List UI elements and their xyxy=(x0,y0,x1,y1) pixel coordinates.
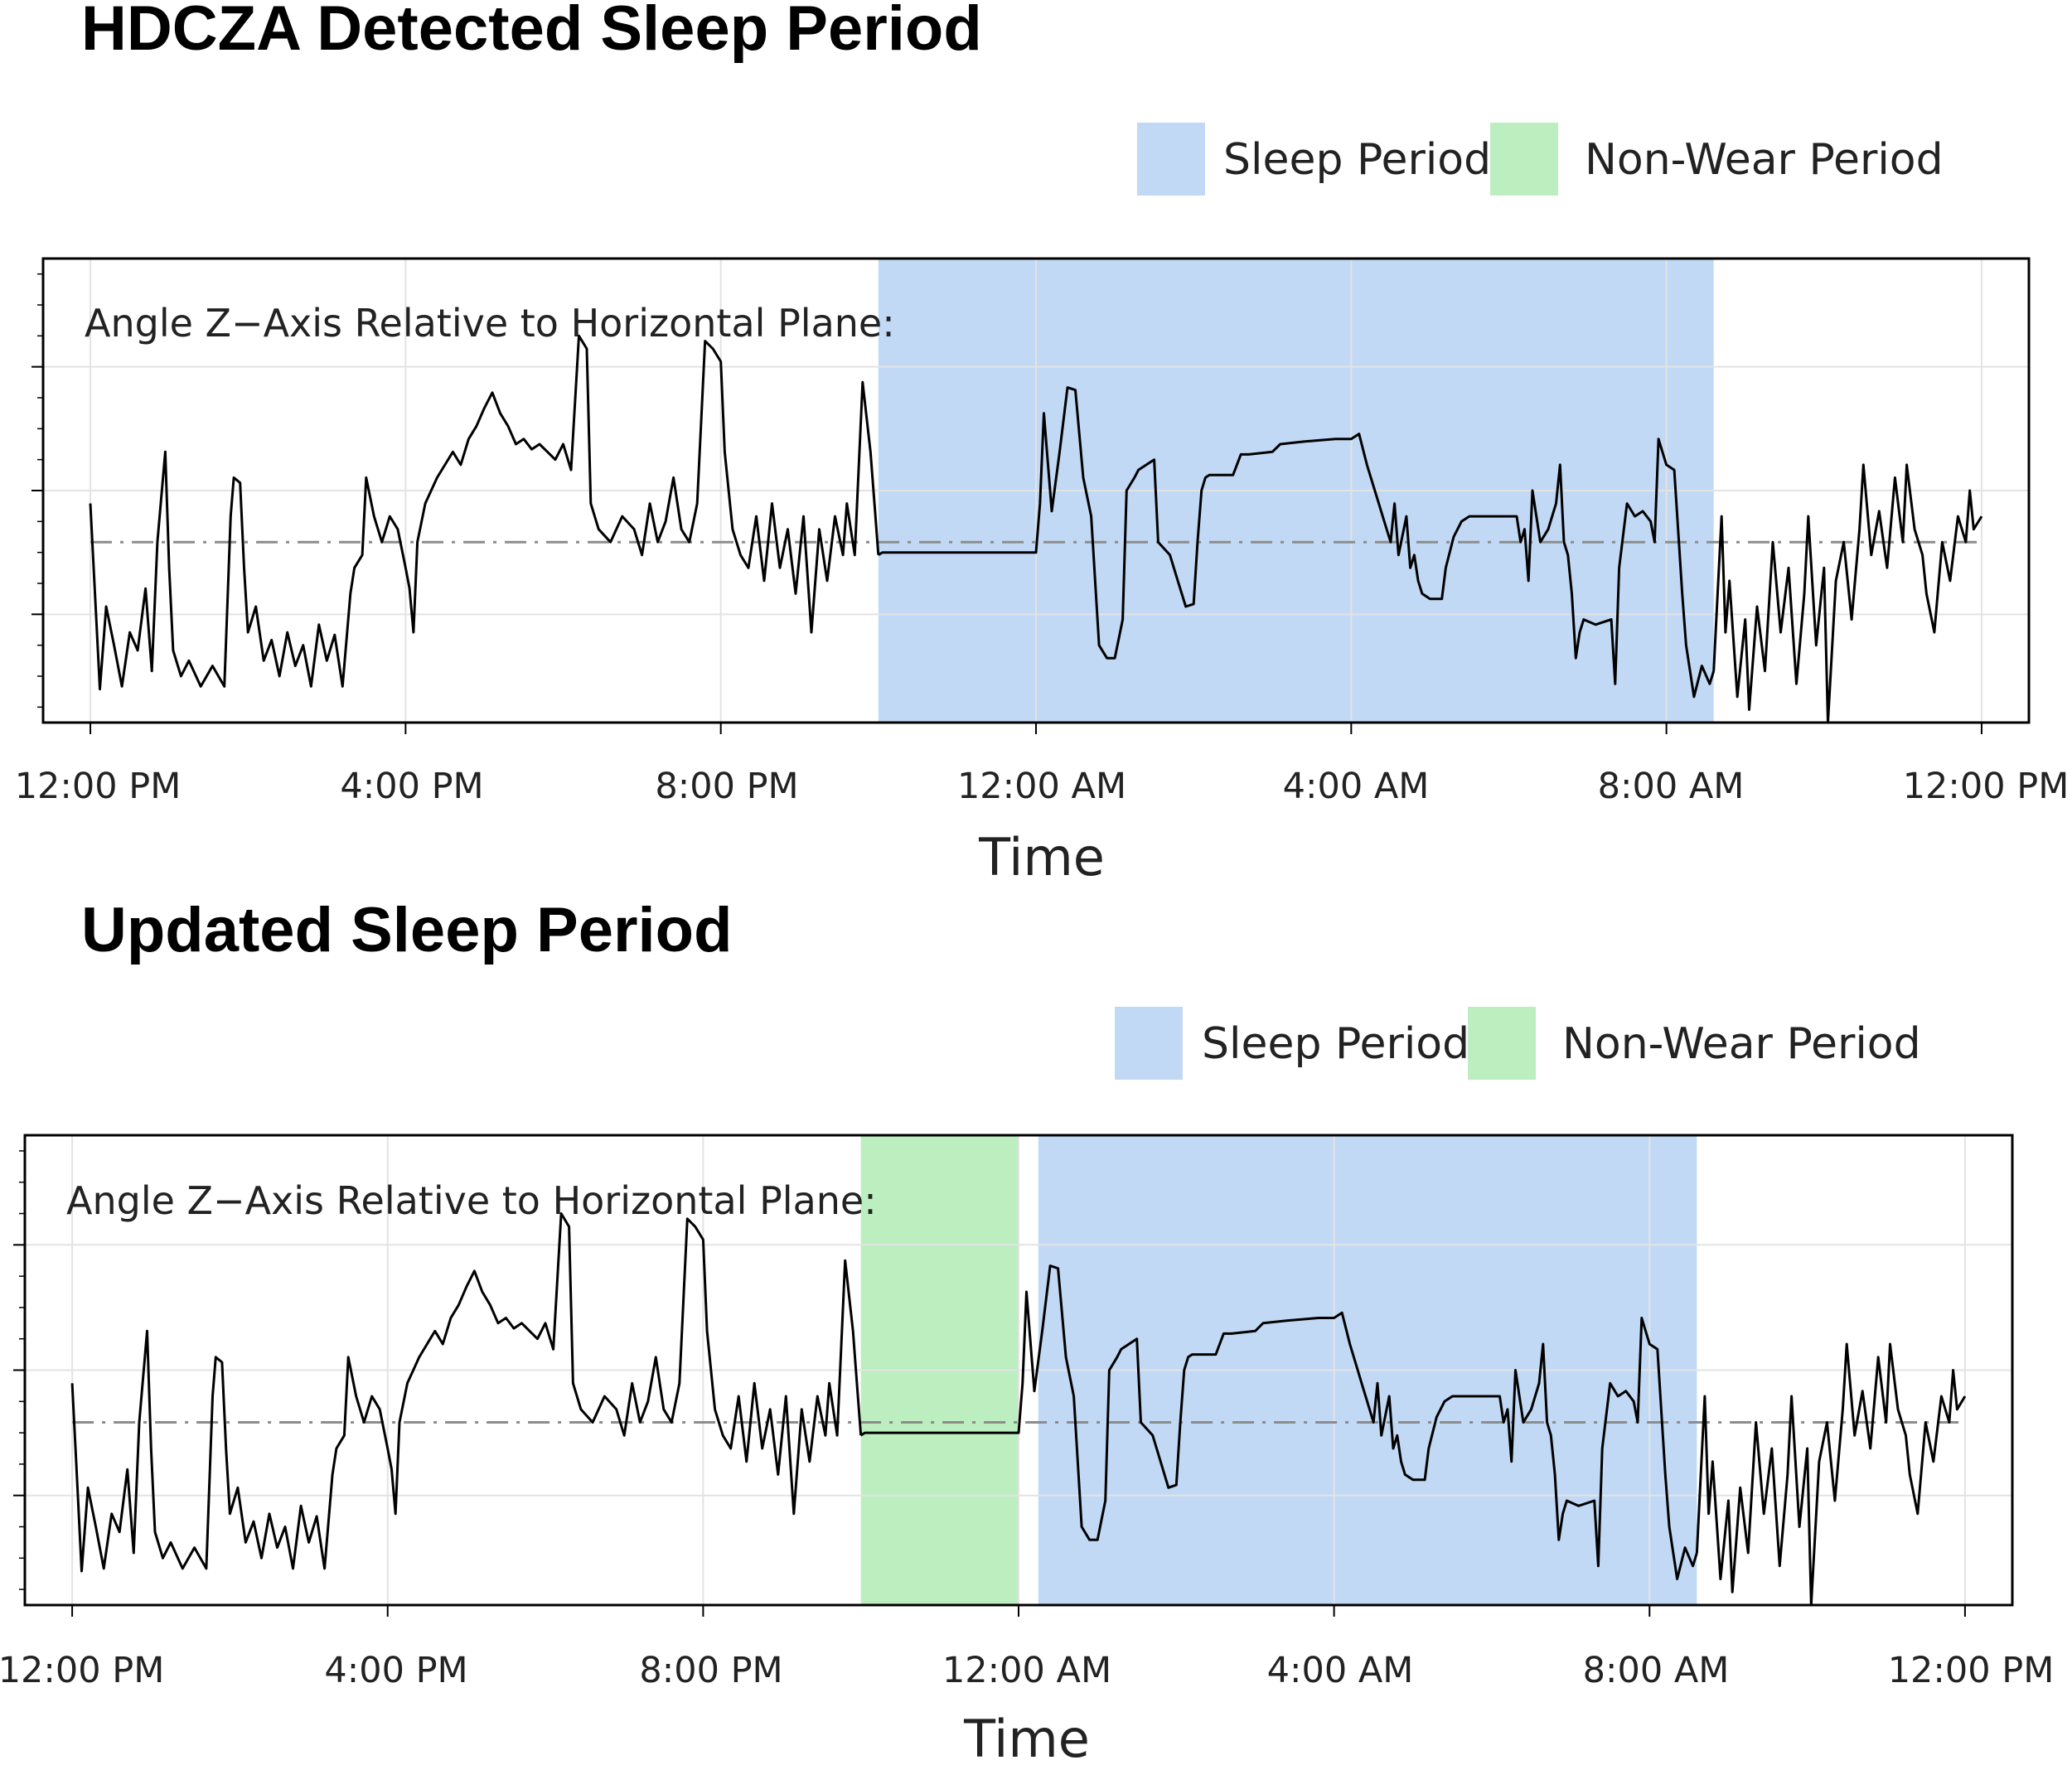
legend-label-non-wear-period: Non-Wear Period xyxy=(1562,1019,1921,1069)
inner-label: Angle Z−Axis Relative to Horizontal Plan… xyxy=(66,1178,877,1223)
x-tick-labels: 12:00 PM 4:00 PM 8:00 PM 12:00 AM 4:00 A… xyxy=(0,1650,2054,1691)
x-tick-label: 12:00 AM xyxy=(957,766,1126,807)
chart-panel-updated: Updated Sleep Period Sleep Period Non-We… xyxy=(0,895,2054,1765)
plot-area xyxy=(31,257,2031,734)
x-tick-label: 8:00 AM xyxy=(1583,1650,1730,1691)
series-line xyxy=(70,1212,863,1573)
legend: Sleep Period Non-Wear Period xyxy=(1137,123,1944,196)
legend-label-non-wear-period: Non-Wear Period xyxy=(1585,135,1944,185)
x-tick-label: 12:00 PM xyxy=(1888,1650,2055,1691)
legend-label-sleep-period: Sleep Period xyxy=(1223,135,1491,185)
series-line xyxy=(859,1265,1698,1580)
x-axis-title: Time xyxy=(963,1709,1090,1765)
legend-label-sleep-period: Sleep Period xyxy=(1202,1019,1469,1069)
x-tick-label: 4:00 PM xyxy=(340,766,483,807)
series-line xyxy=(89,334,880,691)
x-tick-label: 12:00 AM xyxy=(942,1650,1111,1691)
series-line xyxy=(1695,1342,1967,1607)
inner-label: Angle Z−Axis Relative to Horizontal Plan… xyxy=(85,301,895,346)
x-tick-label: 8:00 PM xyxy=(639,1650,782,1691)
x-axis-title: Time xyxy=(978,827,1105,887)
x-tick-label: 12:00 PM xyxy=(15,766,182,807)
chart-title: HDCZA Detected Sleep Period xyxy=(81,0,982,64)
plot-area xyxy=(13,1134,2014,1617)
series-line xyxy=(1712,463,1983,724)
series-line xyxy=(877,386,1716,699)
x-tick-label: 8:00 AM xyxy=(1598,766,1745,807)
x-tick-label: 4:00 PM xyxy=(324,1650,467,1691)
x-tick-labels: 12:00 PM 4:00 PM 8:00 PM 12:00 AM 4:00 A… xyxy=(15,766,2070,807)
legend-swatch-sleep-period xyxy=(1115,1007,1183,1080)
x-tick-label: 8:00 PM xyxy=(655,766,798,807)
x-tick-label: 12:00 PM xyxy=(0,1650,164,1691)
legend-swatch-sleep-period xyxy=(1137,123,1205,196)
x-tick-label: 12:00 PM xyxy=(1903,766,2070,807)
chart-title: Updated Sleep Period xyxy=(81,895,733,965)
chart-panel-hdcza: HDCZA Detected Sleep Period Sleep Period… xyxy=(15,0,2070,887)
x-tick-label: 4:00 AM xyxy=(1267,1650,1414,1691)
legend-swatch-non-wear-period xyxy=(1490,123,1558,196)
legend-swatch-non-wear-period xyxy=(1468,1007,1536,1080)
x-tick-label: 4:00 AM xyxy=(1283,766,1430,807)
legend: Sleep Period Non-Wear Period xyxy=(1115,1007,1921,1080)
